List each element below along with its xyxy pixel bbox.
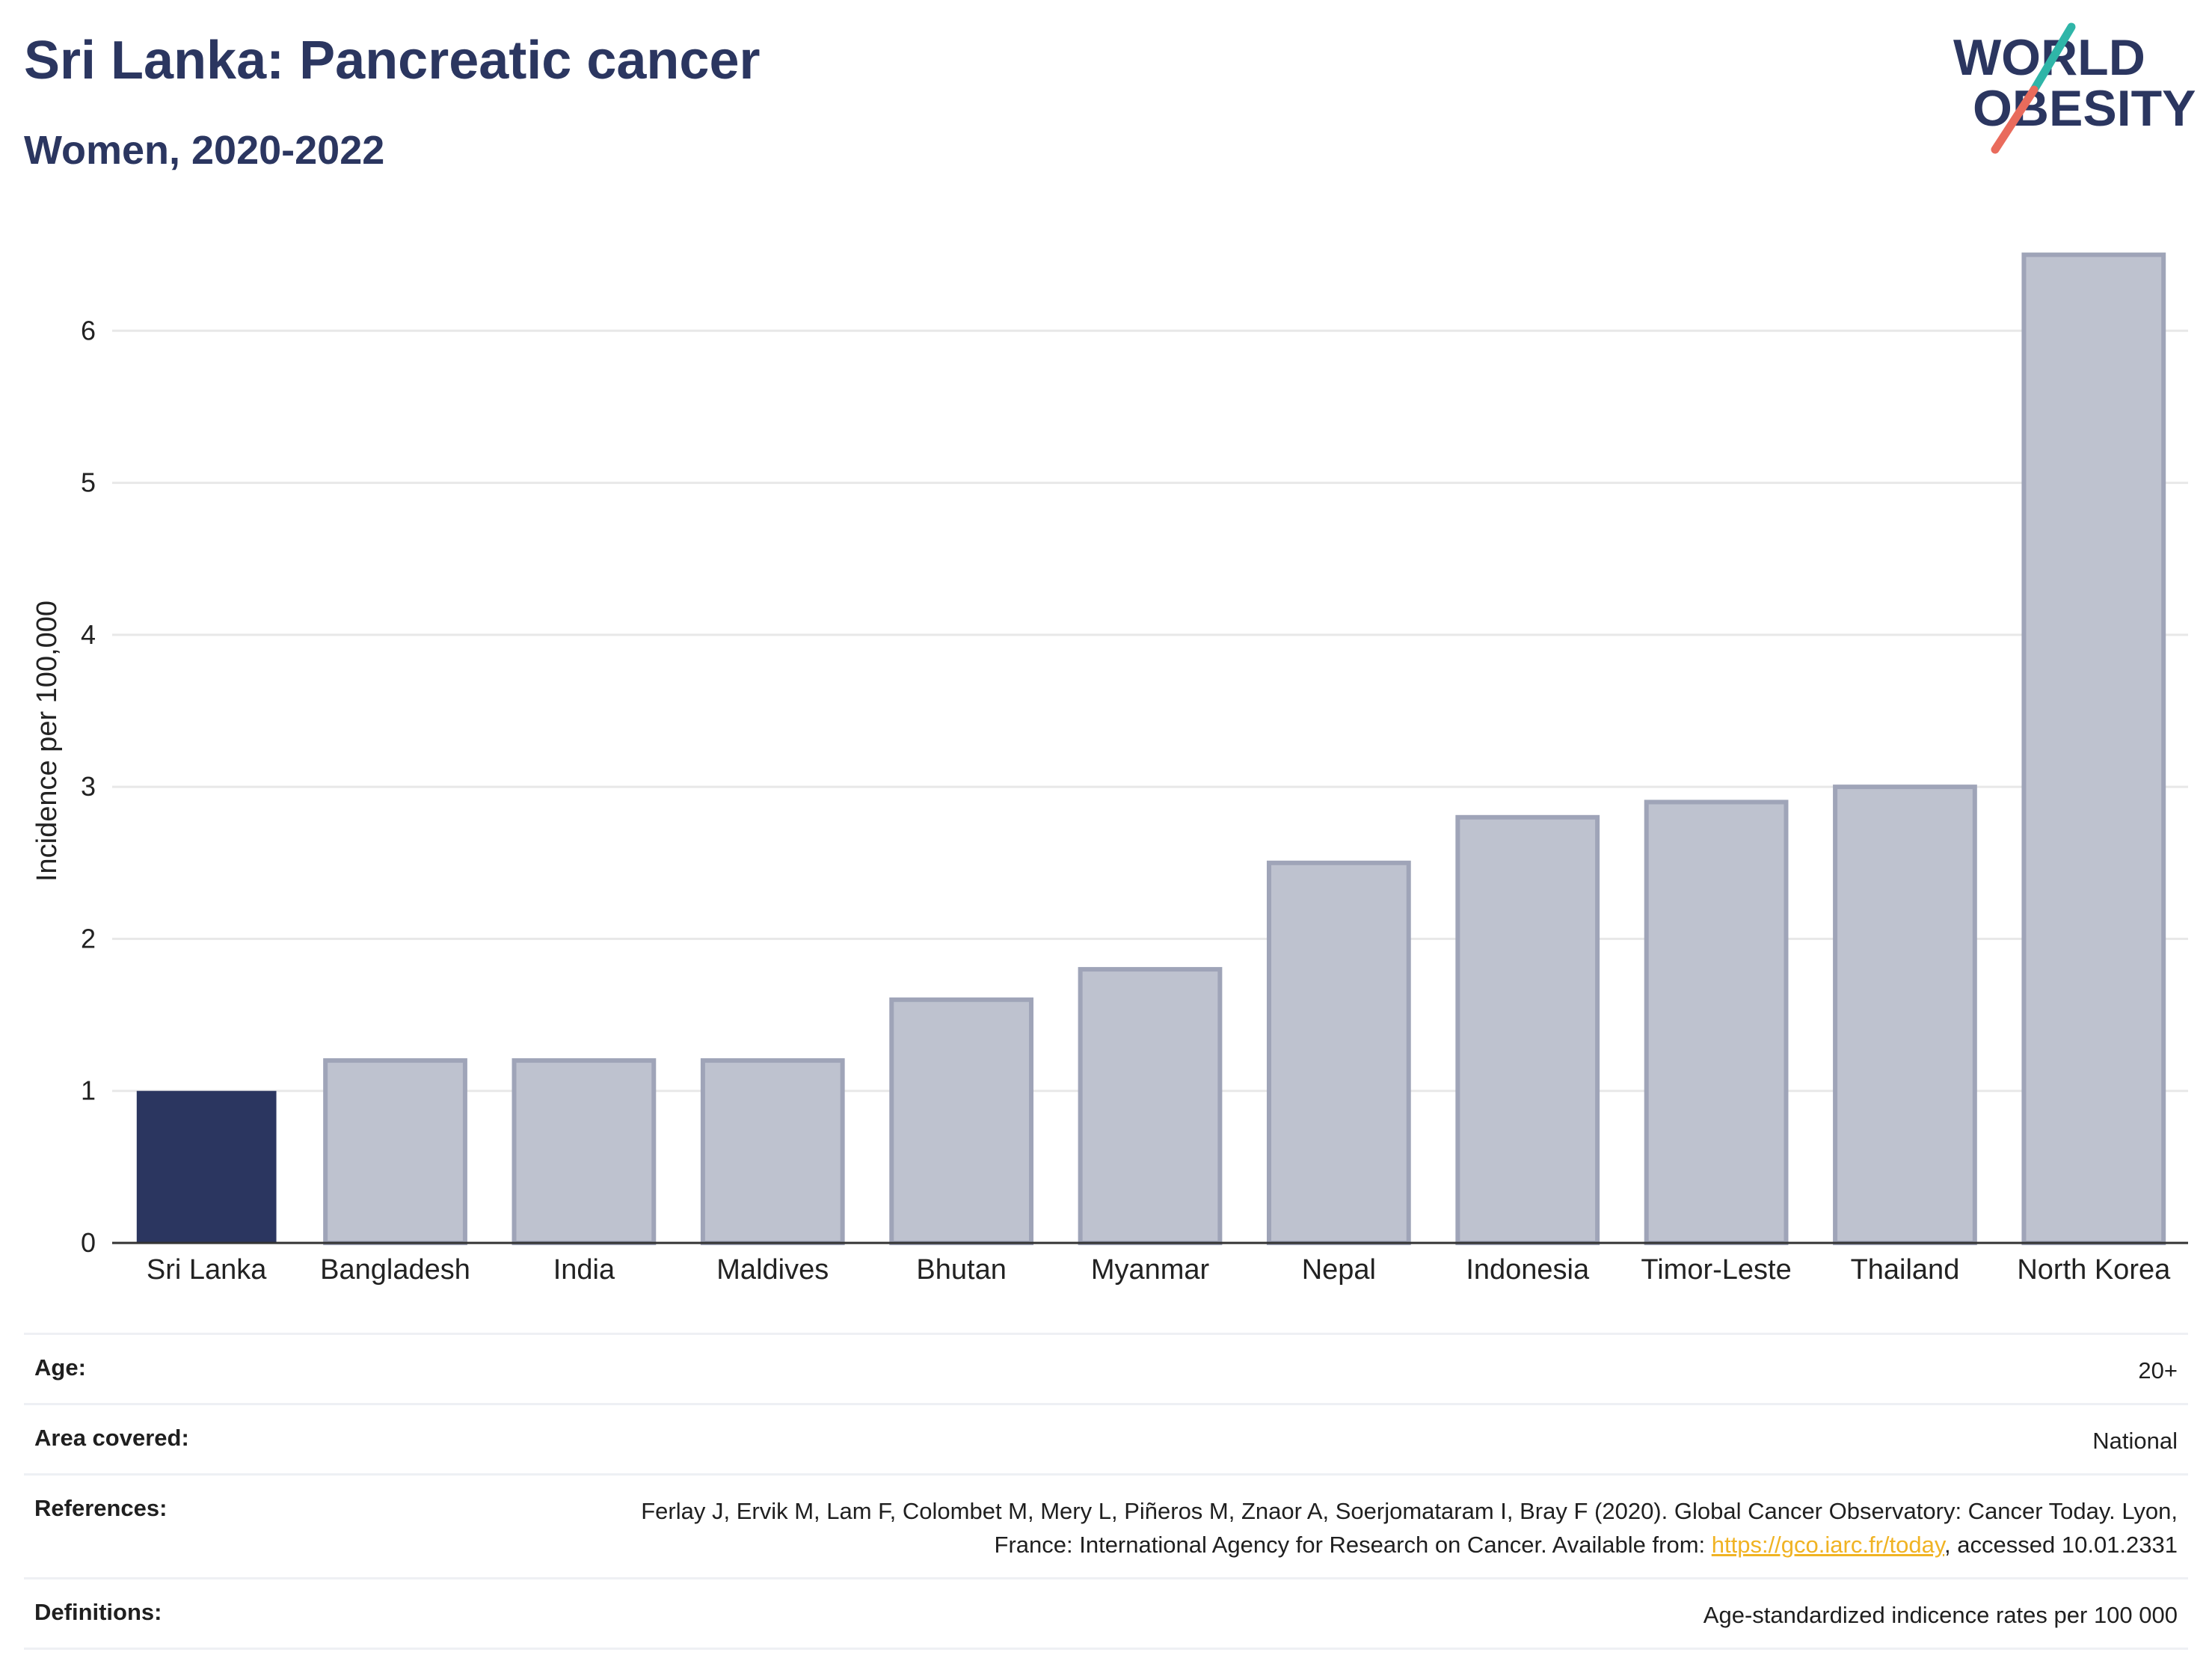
bar-north-korea bbox=[2021, 252, 2166, 1245]
bar-chart: 0 1 2 3 4 5 6 Incidence per 100,000 Sri Lanka Ban… bbox=[31, 252, 2188, 1286]
bar-sri-lanka bbox=[136, 1090, 277, 1243]
x-tick-label: Thailand bbox=[1851, 1254, 1960, 1286]
age-label: Age: bbox=[34, 1354, 86, 1381]
chart-subtitle: Women, 2020-2022 bbox=[24, 128, 385, 173]
references-link[interactable]: https://gco.iarc.fr/today bbox=[1711, 1531, 1945, 1558]
info-row-area: Area covered: National bbox=[24, 1402, 2188, 1473]
bar-bangladesh bbox=[323, 1058, 467, 1245]
bar-nepal bbox=[1266, 860, 1411, 1245]
x-tick-label: India bbox=[553, 1254, 615, 1286]
references-text: Ferlay J, Ervik M, Lam F, Colombet M, Me… bbox=[641, 1497, 2178, 1558]
logo-slash-teal bbox=[2030, 22, 2076, 94]
references-value: Ferlay J, Ervik M, Lam F, Colombet M, Me… bbox=[562, 1495, 2178, 1562]
world-obesity-logo: WORLD OBESITY bbox=[1953, 22, 2196, 154]
area-value: National bbox=[2092, 1427, 2178, 1454]
bar-indonesia bbox=[1455, 814, 1600, 1246]
info-row-definitions: Definitions: Age-standardized indicence … bbox=[24, 1576, 2188, 1650]
x-tick-label: North Korea bbox=[2017, 1254, 2171, 1286]
x-tick-label: Indonesia bbox=[1466, 1254, 1590, 1286]
area-label: Area covered: bbox=[34, 1424, 189, 1451]
y-tick-label: 0 bbox=[81, 1227, 96, 1258]
bar-thailand bbox=[1833, 784, 1977, 1246]
info-table: Age: 20+ Area covered: National Referenc… bbox=[24, 1333, 2188, 1650]
logo-slash-coral bbox=[1991, 85, 2039, 154]
y-tick-label: 2 bbox=[81, 923, 96, 954]
bar-bhutan bbox=[889, 997, 1034, 1245]
definitions-label: Definitions: bbox=[34, 1598, 162, 1625]
bar-maldives bbox=[700, 1058, 845, 1245]
y-tick-label: 6 bbox=[81, 315, 96, 346]
info-row-references: References: Ferlay J, Ervik M, Lam F, Co… bbox=[24, 1473, 2188, 1577]
definitions-value: Age-standardized indicence rates per 100… bbox=[1703, 1601, 2178, 1628]
references-label: References: bbox=[34, 1494, 168, 1521]
x-tick-label: Timor-Leste bbox=[1641, 1254, 1791, 1286]
x-tick-label: Bangladesh bbox=[320, 1254, 470, 1286]
bar-india bbox=[511, 1058, 657, 1245]
x-tick-label: Sri Lanka bbox=[147, 1254, 267, 1286]
y-tick-label: 5 bbox=[81, 467, 96, 498]
y-tick-label: 4 bbox=[81, 619, 96, 650]
references-accessed: , accessed 10.01.2331 bbox=[1944, 1531, 2178, 1558]
x-tick-label: Nepal bbox=[1302, 1254, 1376, 1286]
y-tick-label: 3 bbox=[81, 771, 96, 802]
bar-myanmar bbox=[1078, 967, 1223, 1246]
x-tick-label: Bhutan bbox=[916, 1254, 1006, 1286]
y-axis-label: Incidence per 100,000 bbox=[31, 601, 63, 882]
x-tick-label: Maldives bbox=[716, 1254, 829, 1286]
x-tick-label: Myanmar bbox=[1091, 1254, 1210, 1286]
chart-title: Sri Lanka: Pancreatic cancer bbox=[24, 31, 761, 90]
y-tick-label: 1 bbox=[81, 1075, 96, 1106]
age-value: 20+ bbox=[2138, 1357, 2178, 1384]
info-row-age: Age: 20+ bbox=[24, 1333, 2188, 1403]
bar-timor-leste bbox=[1644, 799, 1789, 1246]
